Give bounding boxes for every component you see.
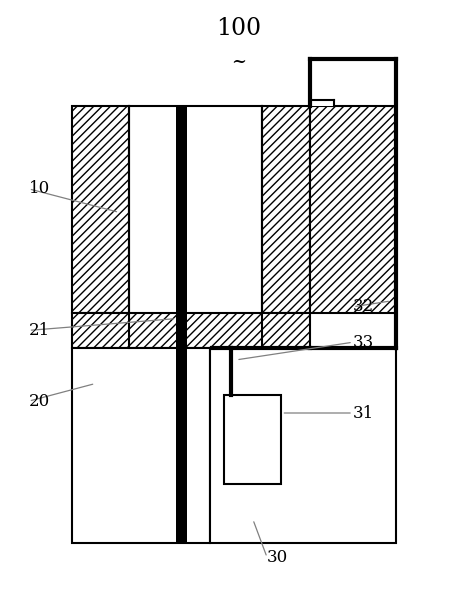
Text: 20: 20 — [29, 393, 50, 409]
Text: ~: ~ — [230, 53, 246, 71]
Bar — [176, 106, 186, 543]
Text: 30: 30 — [267, 549, 288, 566]
Text: 33: 33 — [352, 334, 374, 350]
Bar — [309, 106, 395, 313]
Text: 31: 31 — [352, 405, 374, 421]
Bar — [209, 348, 395, 543]
Bar — [129, 106, 262, 348]
Bar — [71, 313, 309, 348]
Text: 100: 100 — [216, 17, 260, 40]
Text: 21: 21 — [29, 322, 50, 339]
Bar — [224, 395, 281, 484]
Text: 10: 10 — [29, 181, 50, 197]
Bar — [309, 100, 333, 106]
Bar — [71, 348, 209, 543]
Bar — [71, 106, 129, 313]
Text: 32: 32 — [352, 299, 374, 315]
Bar — [262, 106, 309, 313]
